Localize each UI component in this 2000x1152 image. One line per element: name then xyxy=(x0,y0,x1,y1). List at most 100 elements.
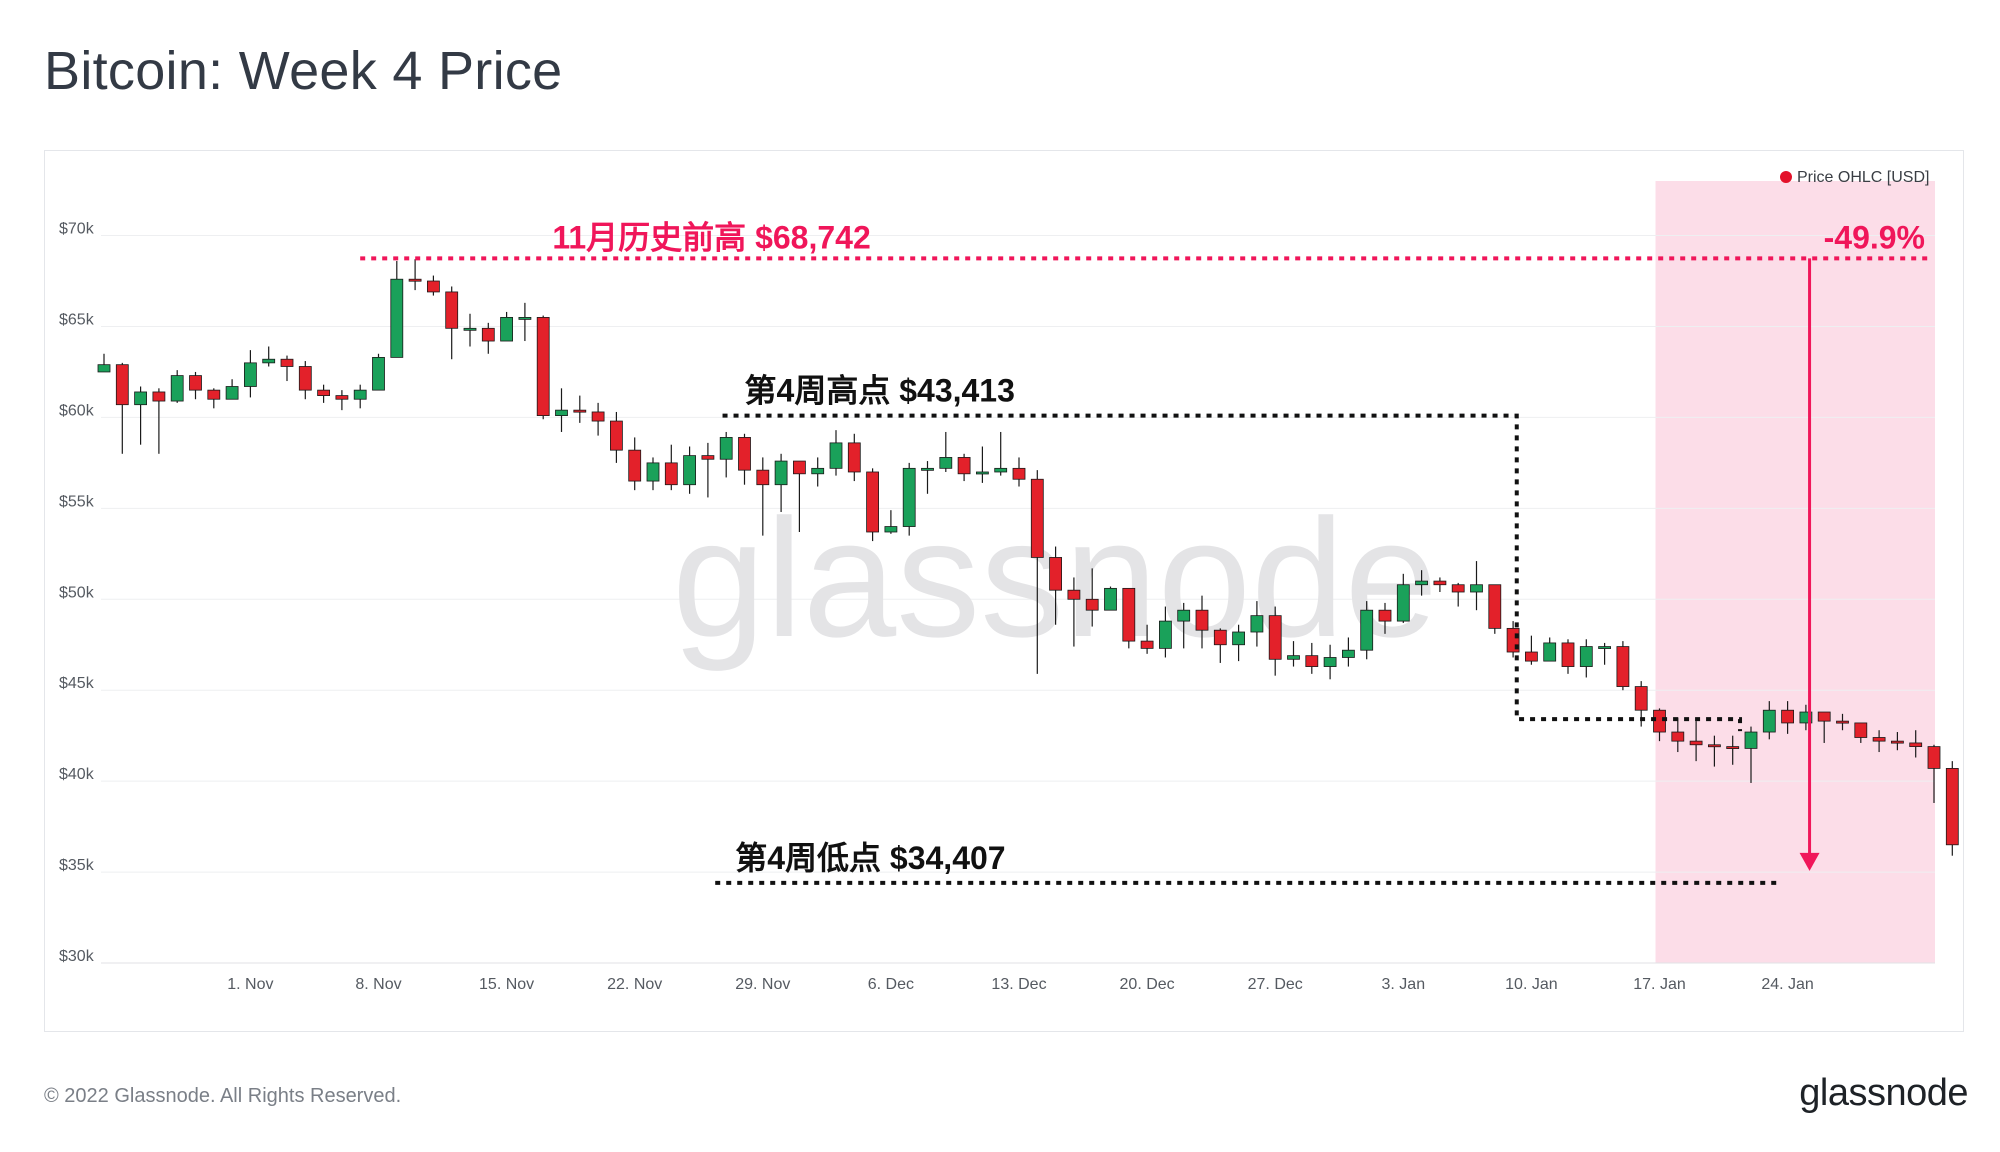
x-tick-label: 17. Jan xyxy=(1633,976,1685,993)
glassnode-logo: glassnode xyxy=(1799,1072,1968,1114)
copyright-text: © 2022 Glassnode. All Rights Reserved. xyxy=(44,1085,402,1107)
candle-down xyxy=(152,391,166,402)
candle-up xyxy=(921,467,934,471)
candle-down xyxy=(738,437,751,471)
candle-up xyxy=(262,358,276,364)
candle-down xyxy=(1067,589,1081,600)
y-tick-label: $30k xyxy=(59,948,95,965)
y-tick-label: $60k xyxy=(59,402,95,419)
candle-down xyxy=(664,462,678,486)
candle-up xyxy=(1250,615,1264,633)
candle-up xyxy=(500,316,514,342)
candle-down xyxy=(1140,640,1154,649)
x-tick-label: 27. Dec xyxy=(1248,976,1303,993)
candle-down xyxy=(628,449,642,482)
candle-up xyxy=(902,467,916,527)
candle-down xyxy=(1854,722,1868,738)
candle-up xyxy=(1396,584,1410,622)
candle-down xyxy=(1268,615,1282,660)
candle-up xyxy=(1232,631,1245,646)
candle-up xyxy=(353,389,367,400)
candle-down xyxy=(847,442,861,473)
candle-down xyxy=(1909,742,1923,747)
candle-up xyxy=(1543,642,1557,662)
candle-down xyxy=(701,455,715,460)
candle-up xyxy=(1104,587,1117,611)
candle-up xyxy=(1323,657,1337,667)
candle-up xyxy=(1415,580,1428,586)
candle-up xyxy=(719,437,733,460)
candle-up xyxy=(97,364,111,373)
y-tick-label: $40k xyxy=(59,766,95,783)
candle-down xyxy=(1213,629,1227,646)
candle-up xyxy=(390,278,404,358)
candle-up xyxy=(884,526,898,533)
candle-up xyxy=(774,460,788,486)
ath-label: 11月历史前高 $68,742 xyxy=(552,219,870,255)
candle-down xyxy=(481,327,495,342)
candle-down xyxy=(1030,478,1044,558)
candle-up xyxy=(683,455,696,486)
candle-down xyxy=(756,469,770,486)
x-tick-label: 13. Dec xyxy=(991,976,1046,993)
drawdown-arrow-head-icon xyxy=(1799,852,1820,871)
y-tick-label: $55k xyxy=(59,493,95,510)
candle-down xyxy=(207,389,221,400)
candle-down xyxy=(1012,467,1026,480)
candle-up xyxy=(372,357,385,391)
legend-dot-icon xyxy=(1780,171,1792,183)
candle-down xyxy=(536,316,550,417)
candle-down xyxy=(610,420,623,451)
candle-up xyxy=(1744,731,1758,749)
candle-down xyxy=(1708,744,1721,748)
week-low-label: 第4周低点 $34,407 xyxy=(735,840,1005,876)
candle-down xyxy=(1671,731,1685,742)
candle-down xyxy=(793,460,806,475)
candle-up xyxy=(518,316,532,320)
candle-up xyxy=(1159,620,1172,649)
candle-down xyxy=(426,280,440,293)
candle-down xyxy=(1927,746,1941,769)
candle-up xyxy=(1579,646,1593,667)
candle-up xyxy=(243,362,257,387)
candle-down xyxy=(1836,720,1849,724)
candle-down xyxy=(1891,740,1904,744)
candle-up xyxy=(1342,649,1355,658)
candle-up xyxy=(1799,711,1813,724)
candle-down xyxy=(1195,609,1209,631)
x-tick-label: 3. Jan xyxy=(1382,976,1426,993)
candle-down xyxy=(1122,587,1136,642)
candle-up xyxy=(225,386,239,400)
y-tick-label: $50k xyxy=(59,584,95,601)
candle-down xyxy=(1525,651,1538,662)
x-tick-label: 20. Dec xyxy=(1120,976,1175,993)
candle-down xyxy=(1488,584,1502,629)
candle-up xyxy=(1360,609,1374,651)
candle-up xyxy=(829,442,843,469)
candle-down xyxy=(1378,609,1392,622)
candle-down xyxy=(1781,709,1794,724)
candle-down xyxy=(957,457,971,475)
candle-up xyxy=(1287,655,1300,660)
week-high-dotted-line xyxy=(722,413,1743,732)
candle-down xyxy=(1653,709,1666,733)
legend-label: Price OHLC [USD] xyxy=(1797,169,1929,186)
x-tick-label: 8. Nov xyxy=(355,976,401,993)
candle-down xyxy=(1305,655,1319,667)
candle-down xyxy=(1049,557,1062,591)
candle-down xyxy=(1872,737,1886,742)
candle-up xyxy=(994,467,1008,473)
legend[interactable]: Price OHLC [USD] xyxy=(1780,169,1929,186)
x-tick-label: 22. Nov xyxy=(607,976,662,993)
candle-down xyxy=(1726,746,1740,749)
candle-up xyxy=(463,327,477,331)
candle-down xyxy=(1945,768,1959,846)
annotations-layer: 11月历史前高 $68,742 -49.9% 第4周高点 $43,413 第4周低点 … xyxy=(360,219,1933,885)
candle-up xyxy=(555,409,568,417)
candle-down xyxy=(1561,642,1575,667)
week4-highlight-band xyxy=(1655,181,1935,963)
candle-down xyxy=(115,364,129,406)
y-tick-label: $45k xyxy=(59,675,95,692)
x-tick-label: 10. Jan xyxy=(1505,976,1557,993)
candle-up xyxy=(1598,646,1611,649)
